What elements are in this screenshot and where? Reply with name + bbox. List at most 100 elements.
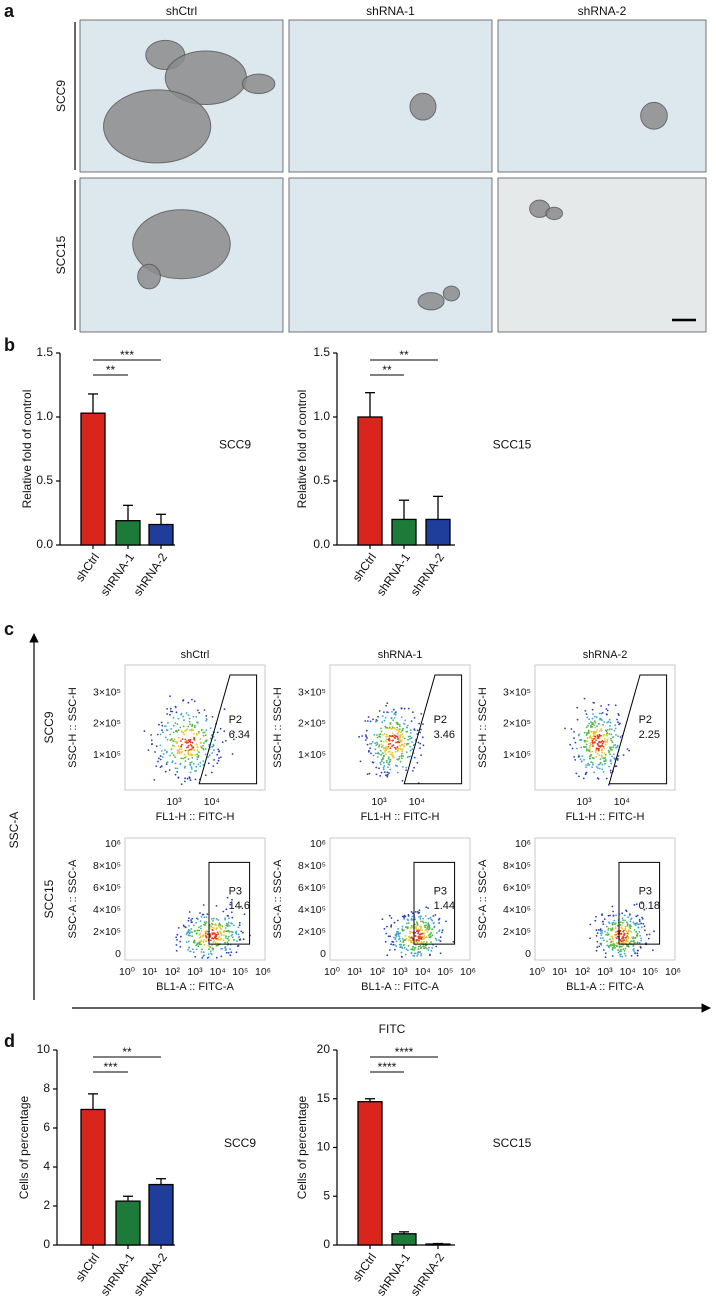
- event-dot: [211, 716, 214, 718]
- event-dot: [608, 718, 611, 721]
- event-dot: [637, 923, 639, 926]
- event-dot: [220, 927, 222, 930]
- event-dot: [417, 953, 419, 956]
- bar: [391, 1233, 417, 1246]
- event-dot: [405, 926, 407, 929]
- event-dot: [405, 769, 407, 771]
- gate-name: P2: [639, 714, 652, 726]
- event-dot: [573, 756, 576, 758]
- event-dot: [401, 946, 403, 949]
- event-dot: [602, 757, 605, 759]
- event-dot: [611, 946, 614, 949]
- event-dot: [617, 949, 619, 951]
- event-dot: [207, 953, 210, 955]
- event-dot: [439, 940, 442, 942]
- event-dot: [429, 916, 432, 919]
- event-dot: [600, 705, 602, 707]
- event-dot: [410, 927, 413, 929]
- event-dot: [175, 944, 178, 946]
- event-dot: [231, 753, 234, 755]
- event-dot: [600, 755, 603, 758]
- event-dot: [184, 760, 187, 762]
- event-dot: [210, 918, 213, 920]
- event-dot: [191, 931, 194, 934]
- event-dot: [190, 768, 193, 770]
- event-dot: [372, 718, 374, 721]
- event-dot: [413, 743, 415, 746]
- event-dot: [612, 914, 615, 917]
- event-dot: [595, 765, 598, 768]
- event-dot: [601, 913, 603, 915]
- event-dot: [182, 924, 185, 927]
- event-dot: [184, 741, 187, 743]
- event-dot: [175, 711, 178, 714]
- event-dot: [613, 729, 616, 732]
- event-dot: [378, 733, 381, 736]
- event-dot: [583, 758, 585, 761]
- event-dot: [600, 942, 603, 945]
- event-dot: [616, 759, 619, 761]
- event-dot: [597, 749, 600, 752]
- y-axis-label: SSC-H :: SSC-H: [477, 687, 489, 768]
- event-dot: [379, 775, 382, 777]
- event-dot: [387, 935, 390, 938]
- event-dot: [414, 947, 417, 949]
- event-dot: [591, 721, 594, 724]
- event-dot: [421, 936, 423, 939]
- event-dot: [593, 771, 595, 774]
- event-dot: [171, 752, 174, 755]
- event-dot: [628, 749, 631, 752]
- event-dot: [166, 708, 169, 710]
- event-dot: [195, 769, 198, 772]
- event-dot: [615, 914, 617, 917]
- event-dot: [180, 757, 183, 760]
- micrograph: [288, 19, 493, 173]
- gate-value: 6.34: [229, 729, 250, 741]
- event-dot: [189, 723, 192, 726]
- event-dot: [602, 745, 605, 748]
- event-dot: [383, 719, 386, 722]
- event-dot: [595, 915, 597, 918]
- event-dot: [403, 742, 406, 745]
- event-dot: [216, 753, 219, 756]
- event-dot: [407, 914, 410, 916]
- event-dot: [201, 728, 203, 731]
- event-dot: [409, 749, 412, 752]
- event-dot: [167, 722, 169, 724]
- event-dot: [419, 747, 421, 749]
- spheroid: [640, 101, 668, 130]
- event-dot: [602, 949, 605, 951]
- event-dot: [607, 703, 610, 706]
- event-dot: [194, 955, 197, 958]
- event-dot: [630, 925, 632, 928]
- event-dot: [430, 950, 433, 952]
- event-dot: [411, 748, 414, 751]
- event-dot: [185, 941, 188, 944]
- event-dot: [401, 733, 404, 736]
- event-dot: [614, 927, 617, 930]
- event-dot: [589, 735, 592, 738]
- y-tick-label: 6×10⁵: [503, 882, 531, 894]
- y-tick-label: 10: [317, 1140, 331, 1154]
- event-dot: [417, 945, 420, 948]
- event-dot: [422, 945, 424, 948]
- event-dot: [226, 896, 229, 899]
- event-dot: [189, 761, 192, 764]
- event-dot: [192, 715, 195, 718]
- event-dot: [626, 932, 629, 935]
- event-dot: [608, 733, 611, 735]
- event-dot: [623, 952, 626, 955]
- event-dot: [203, 943, 206, 946]
- event-dot: [423, 940, 425, 943]
- event-dot: [638, 942, 641, 944]
- y-tick-label: 3×10⁵: [298, 686, 326, 698]
- event-dot: [593, 741, 596, 744]
- event-dot: [403, 745, 405, 748]
- event-dot: [600, 729, 603, 732]
- y-tick-label: 8×10⁵: [503, 860, 531, 872]
- event-dot: [226, 941, 229, 944]
- event-dot: [598, 945, 601, 948]
- event-dot: [414, 918, 416, 921]
- event-dot: [598, 740, 601, 743]
- y-axis-label: Cells of percentage: [17, 1095, 31, 1199]
